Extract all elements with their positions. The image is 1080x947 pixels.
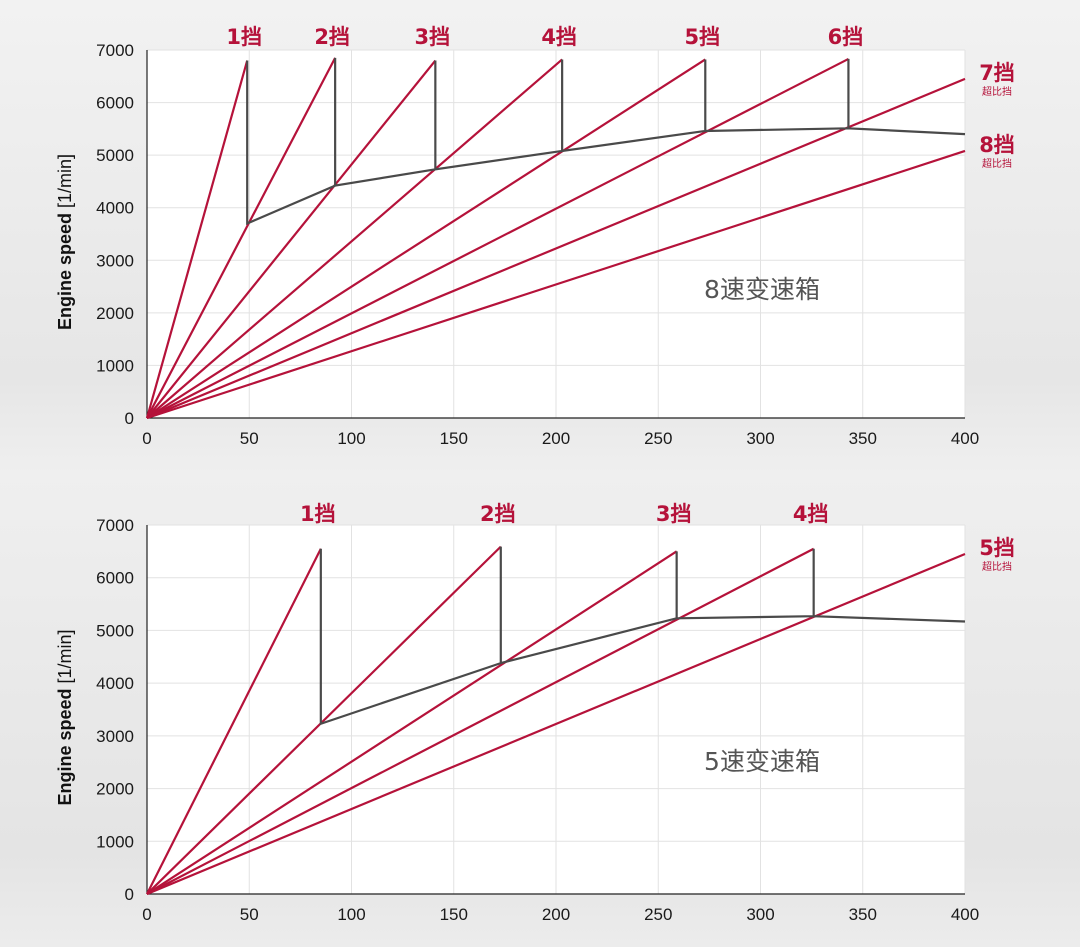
y-axis-label-text: Engine speed (55, 208, 75, 330)
y-tick-label: 4000 (96, 199, 134, 218)
gear-label-2: 2挡 (480, 502, 516, 526)
gear-label-5: 5挡 (979, 536, 1015, 560)
y-tick-label: 2000 (96, 304, 134, 323)
chart-8-speed: 0 50 100 150 200 250 300 350 4000100020003000400… (55, 25, 1015, 448)
gear-line-5 (146, 58, 706, 419)
gear-label-8: 8挡 (979, 133, 1015, 157)
y-tick-label: 7000 (96, 41, 134, 60)
gear-line-1 (145, 60, 249, 419)
y-tick-label: 5000 (96, 146, 134, 165)
chart-5-speed: 0 50 100 150 200 250 300 350 4000100020003000400… (55, 502, 1015, 924)
gear-label-2: 2挡 (314, 25, 350, 49)
y-tick-label: 0 (125, 885, 134, 904)
gear-line-2 (146, 545, 502, 895)
gear-label-4: 4挡 (793, 502, 829, 526)
chart-panel-8-speed: 0 50 100 150 200 250 300 350 400 0 1000 2000 3000 400… (0, 0, 1080, 460)
y-tick-label: 2000 (96, 780, 134, 799)
x-tick-label: 50 (240, 905, 259, 924)
x-tick-label: 150 (440, 429, 468, 448)
y-tick-label: 4000 (96, 674, 134, 693)
chart-annotation: 5速变速箱 (704, 747, 820, 776)
gear-label-3: 3挡 (656, 502, 692, 526)
x-tick-label: 250 (644, 429, 672, 448)
gear-line-3 (146, 550, 678, 895)
gear-line-7 (146, 77, 966, 420)
x-tick-label: 50 (240, 429, 259, 448)
y-tick-label: 1000 (96, 832, 134, 851)
y-axis-label-unit: [1/min] (55, 154, 75, 208)
x-tick-label: 0 (142, 429, 151, 448)
x-tick-label: 100 (337, 429, 365, 448)
y-tick-label: 7000 (96, 516, 134, 535)
y-tick-label: 0 (125, 409, 134, 428)
gear-label-3: 3挡 (415, 25, 451, 49)
gear-label-7: 7挡 (979, 61, 1015, 85)
gear-line-2 (146, 57, 337, 419)
x-tick-label: 100 (337, 905, 365, 924)
shift-curve (246, 57, 966, 226)
chart-panel-5-speed: 0 50 100 150 200 250 300 350 400 0 1000 2000 3000 400… (0, 470, 1080, 947)
gear-line-8 (146, 149, 966, 420)
y-axis-label: Engine speed [1/min] (55, 629, 75, 805)
y-tick-label: 6000 (96, 94, 134, 113)
x-tick-label: 250 (644, 905, 672, 924)
x-tick-label: 350 (849, 429, 877, 448)
x-tick-label: 200 (542, 905, 570, 924)
chart-annotation: 8速变速箱 (704, 275, 820, 304)
gear-line-5 (146, 552, 966, 896)
gear-label-6: 6挡 (828, 25, 864, 49)
x-tick-label: 200 (542, 429, 570, 448)
y-axis-label-text: Engine speed (55, 684, 75, 806)
gear-line-3 (146, 59, 437, 419)
gear-line-6 (146, 57, 849, 419)
gear-sublabel-7: 超比挡 (982, 85, 1012, 98)
y-tick-label: 6000 (96, 569, 134, 588)
gear-sublabel-8: 超比挡 (982, 157, 1012, 170)
y-tick-label: 3000 (96, 727, 134, 746)
x-tick-label: 400 (951, 905, 979, 924)
gear-label-4: 4挡 (541, 25, 577, 49)
gear-line-4 (146, 58, 563, 419)
x-tick-label: 150 (440, 905, 468, 924)
x-tick-label: 400 (951, 429, 979, 448)
x-tick-label: 0 (142, 905, 151, 924)
y-axis-label: Engine speed [1/min] (55, 154, 75, 330)
gear-label-5: 5挡 (684, 25, 720, 49)
y-tick-label: 5000 (96, 621, 134, 640)
y-tick-label: 3000 (96, 251, 134, 270)
x-tick-label: 300 (746, 905, 774, 924)
x-tick-label: 300 (746, 429, 774, 448)
gear-line-4 (146, 547, 815, 895)
y-axis-label-unit: [1/min] (55, 629, 75, 683)
gear-line-1 (146, 548, 322, 895)
gear-label-1: 1挡 (226, 25, 262, 49)
shift-curve (319, 546, 966, 726)
y-tick-label: 1000 (96, 356, 134, 375)
gear-sublabel-5: 超比挡 (982, 560, 1012, 573)
x-tick-label: 350 (849, 905, 877, 924)
gear-label-1: 1挡 (300, 502, 336, 526)
